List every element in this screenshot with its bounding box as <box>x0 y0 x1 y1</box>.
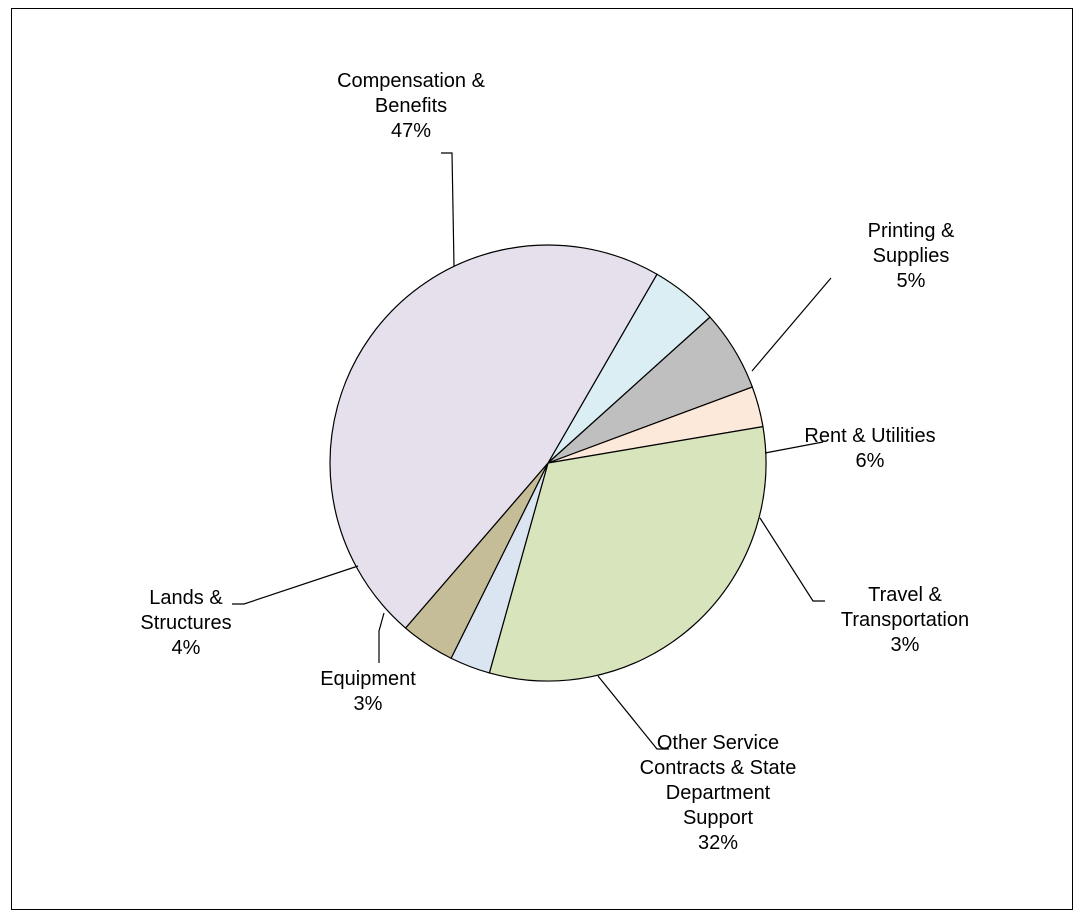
slice-percent: 3% <box>891 634 920 656</box>
leader-line-printing-and-supplies <box>751 277 832 372</box>
data-label-equipment: Equipment 3% <box>320 668 416 715</box>
slice-name-line: Contracts & State <box>640 757 797 779</box>
data-label-rent-and-utilities: Rent & Utilities 6% <box>804 425 935 472</box>
pie-slices <box>329 244 767 682</box>
slice-name-line: Rent & Utilities <box>804 425 935 447</box>
slice-name-line: Lands & <box>149 587 223 609</box>
slice-name-line: Transportation <box>841 609 969 631</box>
leader-lines <box>232 152 832 750</box>
pie-slice-compensation-and-benefits <box>329 244 658 629</box>
slice-name-line: Printing & <box>868 220 955 242</box>
pie-slice-other-service-contracts-and-state-department-support <box>488 425 767 682</box>
leader-line-travel-and-transportation <box>759 517 825 602</box>
slice-name-line: Equipment <box>320 668 416 690</box>
slice-name-line: Travel & <box>868 584 942 606</box>
slice-name-line: Department <box>666 782 771 804</box>
data-label-travel-and-transportation: Travel & Transportation 3% <box>841 584 969 656</box>
leader-line-rent-and-utilities <box>764 441 824 454</box>
slice-labels: Printing & Supplies 5% Rent & Utilities 6% Tr… <box>140 70 969 854</box>
slice-name-line: Supplies <box>873 245 950 267</box>
slice-name-line: Compensation & <box>337 70 486 92</box>
leader-line-equipment <box>378 612 385 663</box>
slice-percent: 47% <box>391 120 431 142</box>
slice-name-line: Benefits <box>375 95 447 117</box>
leader-line-lands-and-structures <box>232 565 359 605</box>
slice-percent: 4% <box>172 637 201 659</box>
slice-percent: 3% <box>354 693 383 715</box>
data-label-printing-and-supplies: Printing & Supplies 5% <box>868 220 955 292</box>
slice-name-line: Other Service <box>657 732 779 754</box>
slice-percent: 5% <box>897 270 926 292</box>
slice-percent: 6% <box>856 450 885 472</box>
data-label-lands-and-structures: Lands & Structures 4% <box>140 587 231 659</box>
leader-line-compensation-and-benefits <box>441 152 455 267</box>
slice-name-line: Structures <box>140 612 231 634</box>
slice-percent: 32% <box>698 832 738 854</box>
data-label-compensation-and-benefits: Compensation & Benefits 47% <box>337 70 486 142</box>
data-label-other-service-contracts-and-state-department-support: Other Service Contracts & State Department… <box>640 732 797 854</box>
leader-line-other-service-contracts-and-state-department-support <box>597 675 669 750</box>
slice-name-line: Support <box>683 807 753 829</box>
